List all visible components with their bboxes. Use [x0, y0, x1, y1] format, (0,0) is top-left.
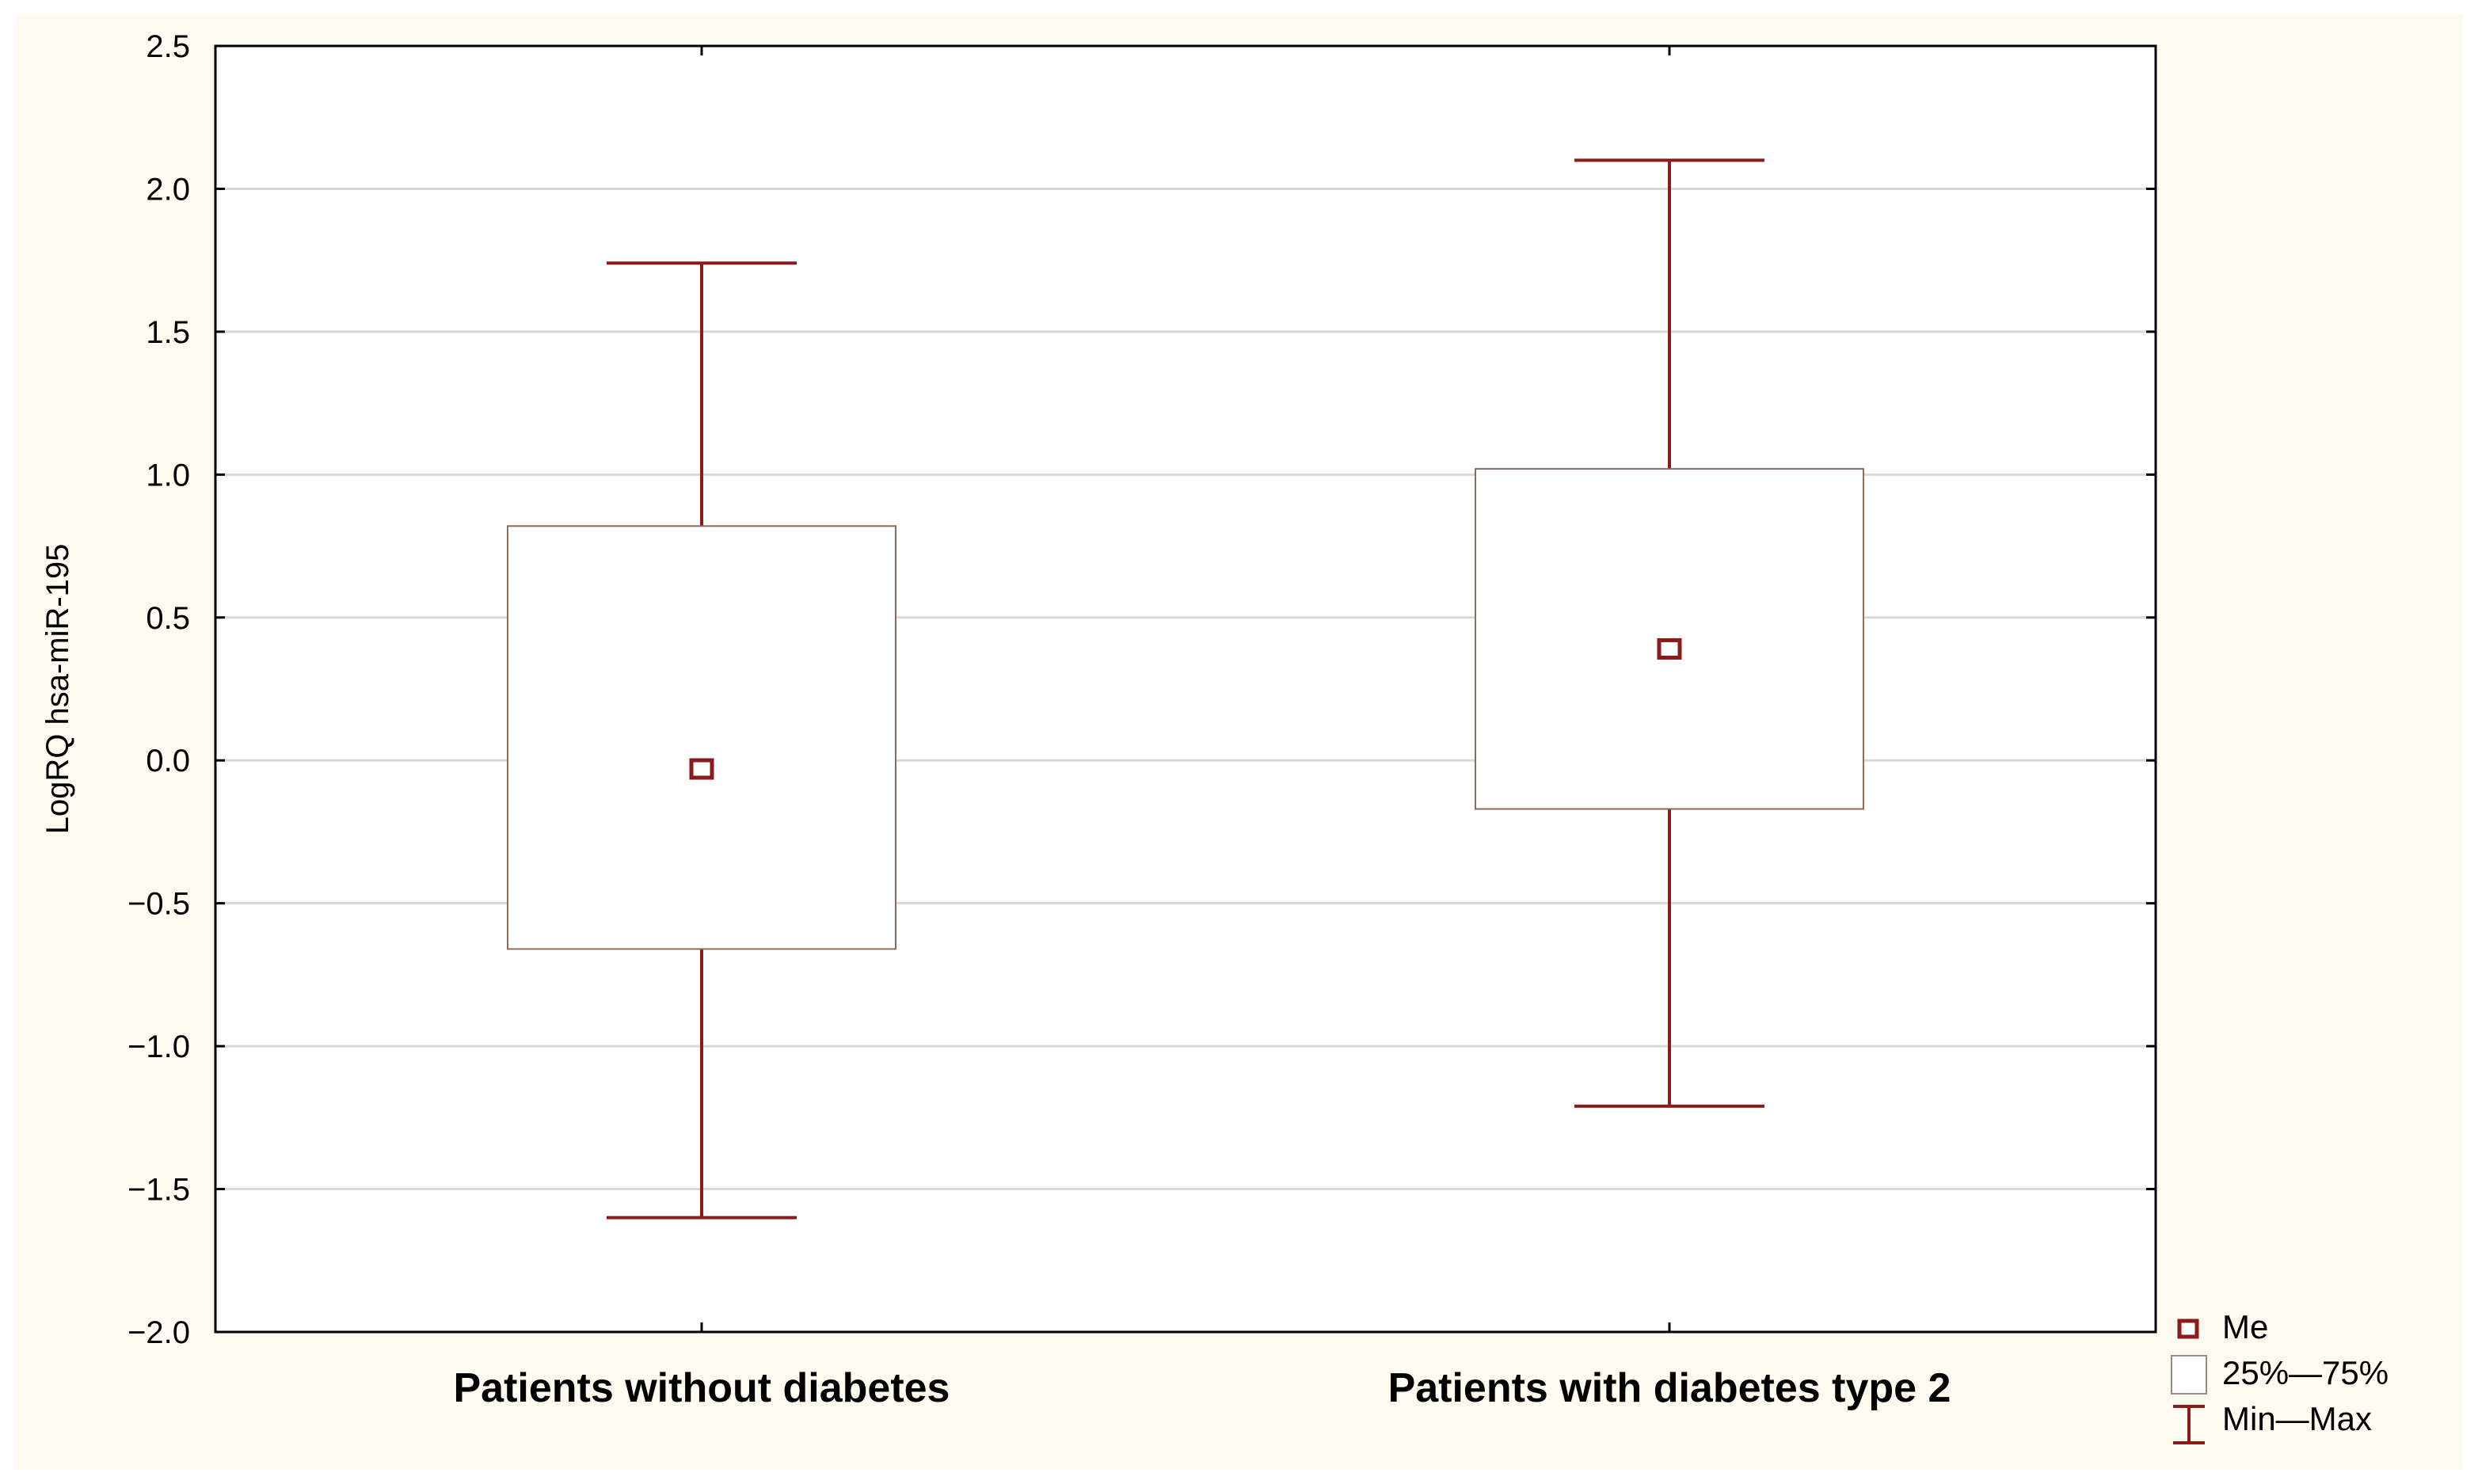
axis-labels: 2.5 2.0 1.5 1.0 0.5 0.0 −0.5 −1.0 −1.5 −2.0 Patien…: [128, 29, 1951, 1411]
legend-box-swatch: [2171, 1355, 2207, 1395]
x-tick-label: Patients without diabetes: [454, 1365, 950, 1411]
y-tick-label: 1.0: [146, 458, 190, 493]
box-group: [507, 261, 896, 1220]
box-group: [1475, 158, 1864, 1108]
x-tick-label: Patients with diabetes type 2: [1388, 1365, 1951, 1411]
y-tick-label: 0.0: [146, 744, 190, 778]
boxes: [507, 158, 1864, 1220]
legend-median-swatch: [2177, 1318, 2199, 1339]
y-tick-label: −2.0: [128, 1315, 190, 1350]
y-tick-label: 2.5: [146, 29, 190, 64]
y-tick-label: −1.0: [128, 1029, 190, 1064]
y-tick-label: −0.5: [128, 887, 190, 922]
legend-label-box: 25%—75%: [2222, 1354, 2389, 1391]
legend: Me 25%—75% Min—Max: [2171, 1308, 2389, 1444]
plot-area: [215, 46, 2156, 1332]
median-marker: [1657, 637, 1682, 660]
axis-ticks: [215, 44, 2156, 1334]
y-tick-label: 0.5: [146, 601, 190, 636]
legend-label-whisker: Min—Max: [2222, 1400, 2372, 1437]
y-tick-label: 1.5: [146, 315, 190, 350]
median-marker: [689, 758, 714, 780]
y-tick-label: −1.5: [128, 1173, 190, 1208]
plot-frame: [214, 44, 2157, 1334]
legend-label-median: Me: [2222, 1308, 2268, 1345]
box-iqr: [507, 525, 896, 950]
y-tick-label: 2.0: [146, 172, 190, 207]
y-axis-label: LogRQ hsa-miR-195: [40, 544, 75, 835]
